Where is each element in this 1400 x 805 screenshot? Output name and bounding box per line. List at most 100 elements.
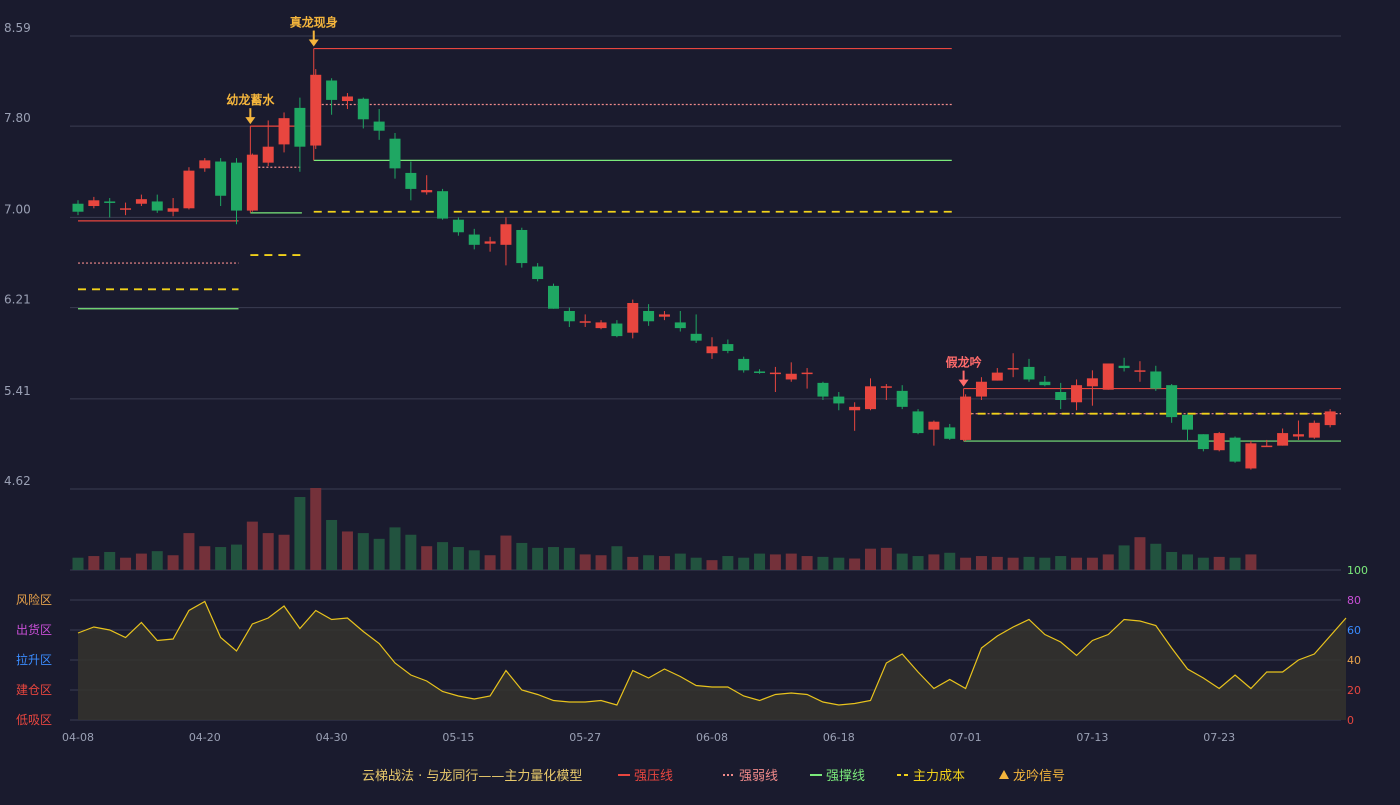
candle-body — [769, 372, 781, 375]
volume-bar — [833, 557, 845, 570]
candle-body — [104, 201, 116, 203]
oscillator-zone-label: 拉升区 — [16, 652, 52, 667]
volume-bar — [1086, 557, 1098, 570]
candle-body — [310, 74, 322, 146]
candle-body — [833, 396, 845, 404]
volume-bar — [326, 519, 338, 570]
candle-body — [785, 373, 797, 380]
candle-body — [1071, 385, 1083, 403]
volume-bar — [658, 556, 670, 570]
candle-body — [817, 382, 829, 397]
candle-body — [722, 344, 734, 351]
oscillator-line — [77, 600, 1347, 706]
x-tick-label: 06-08 — [696, 731, 728, 744]
volume-bar — [278, 534, 290, 570]
candle-body — [1039, 381, 1051, 386]
volume-bar — [1071, 557, 1083, 570]
volume-bar — [341, 531, 353, 570]
volume-bar — [1245, 554, 1257, 570]
volume-bar — [865, 548, 876, 570]
candle-body — [880, 386, 892, 388]
x-tick-label: 04-30 — [316, 731, 348, 744]
candle-body — [548, 285, 559, 309]
oscillator-tick-label: 40 — [1347, 654, 1361, 667]
volume-bar — [405, 534, 417, 570]
x-tick-label: 07-01 — [950, 731, 982, 744]
candle-body — [754, 371, 766, 373]
candle-body — [1023, 366, 1035, 380]
candle-body — [246, 154, 258, 211]
volume-bar — [785, 553, 797, 570]
volume-bar — [722, 556, 734, 570]
x-tick-label: 07-13 — [1076, 731, 1108, 744]
candle-body — [579, 321, 591, 323]
oscillator-tick-label: 100 — [1347, 564, 1368, 577]
volume-bar — [960, 557, 972, 570]
price-tick-label: 6.21 — [4, 293, 31, 307]
volume-bar — [896, 553, 908, 570]
candle-body — [595, 322, 607, 329]
volume-bar — [738, 557, 750, 570]
candle-body — [1086, 378, 1098, 387]
candle-body — [373, 121, 385, 131]
volume-bar — [231, 544, 242, 570]
volume-bar — [246, 521, 258, 570]
candle-body — [991, 372, 1003, 381]
candle-body — [1055, 392, 1067, 400]
volume-bar — [437, 542, 449, 570]
volume-bar — [880, 547, 892, 570]
candle-body — [500, 224, 512, 245]
candle-body — [1261, 445, 1273, 448]
candle-body — [928, 421, 940, 430]
volume-bar — [975, 556, 987, 570]
candle-body — [516, 229, 528, 264]
volume-bar — [991, 556, 1003, 570]
volume-bar — [912, 556, 924, 570]
volume-bar — [104, 551, 116, 570]
volume-bar — [769, 554, 781, 570]
volume-bar — [674, 553, 686, 570]
candle-body — [135, 199, 147, 204]
volume-bar — [1182, 554, 1193, 570]
candle-body — [1324, 411, 1336, 426]
volume-bar — [1007, 557, 1019, 570]
legend-label-support: 强撑线 — [826, 769, 865, 784]
volume-bar — [1134, 537, 1146, 570]
volume-bar — [690, 557, 702, 570]
candle-body — [1102, 363, 1114, 390]
volume-bar — [468, 550, 480, 570]
candle-body — [1197, 434, 1209, 450]
candle-body — [88, 200, 100, 207]
signal-label: 假龙吟 — [946, 355, 982, 370]
candle-body — [912, 411, 924, 434]
volume-bar — [72, 557, 84, 570]
volume-bar — [88, 556, 100, 570]
price-tick-label: 4.62 — [4, 474, 31, 488]
volume-bar — [500, 535, 512, 570]
volume-bar — [611, 546, 623, 570]
candle-body — [1277, 433, 1289, 446]
volume-bar — [183, 533, 195, 570]
volume-bar — [1055, 556, 1067, 570]
legend-label-strong-pressure: 强压线 — [634, 769, 673, 784]
volume-bar — [389, 527, 401, 570]
volume-bar — [1213, 556, 1225, 570]
volume-bar — [120, 557, 132, 570]
candle-body — [1213, 433, 1225, 451]
oscillator-zone-label: 出货区 — [16, 622, 52, 637]
volume-bar — [643, 555, 655, 570]
candle-body — [341, 96, 353, 102]
candle-body — [437, 191, 449, 219]
candle-body — [658, 314, 670, 317]
oscillator-zone-label: 风险区 — [16, 592, 52, 607]
candle-body — [1229, 437, 1241, 462]
candle-body — [1118, 365, 1130, 369]
volume-bar — [151, 551, 163, 570]
candle-body — [1134, 370, 1146, 372]
candle-body — [326, 80, 338, 100]
volume-bar — [1039, 557, 1051, 570]
oscillator-zone-label: 建仓区 — [16, 683, 52, 697]
oscillator-tick-label: 20 — [1347, 684, 1361, 697]
volume-bar — [627, 556, 639, 570]
